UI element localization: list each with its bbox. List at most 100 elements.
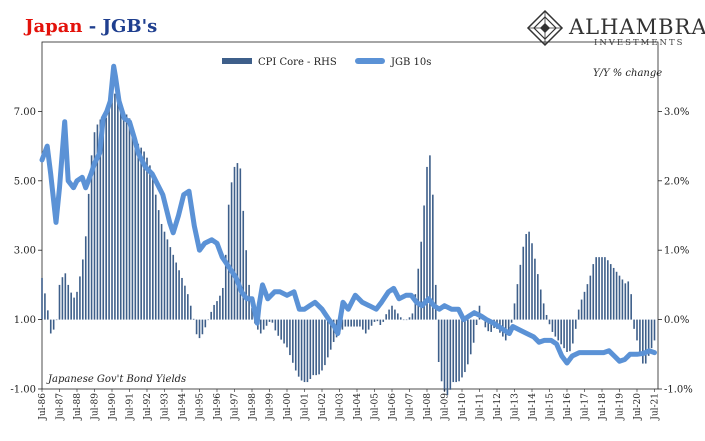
cpi-bar: [484, 319, 487, 328]
x-tick-label: Jul-01: [301, 393, 311, 421]
cpi-bar: [122, 110, 125, 320]
cpi-bar: [362, 319, 364, 330]
cpi-bar: [592, 264, 595, 320]
cpi-bar: [184, 285, 186, 320]
cpi-bar: [414, 294, 417, 320]
jgb-line: [39, 63, 657, 366]
cpi-bar: [76, 291, 78, 320]
cpi-bar: [172, 254, 175, 320]
cpi-bar: [84, 236, 87, 320]
cpi-bar: [531, 243, 533, 320]
cpi-bar: [160, 223, 163, 320]
cpi-bar: [227, 204, 230, 320]
cpi-bar: [125, 114, 128, 320]
x-tick-label: Jul-88: [73, 393, 83, 421]
cpi-bar: [201, 319, 204, 335]
cpi-bar: [143, 151, 145, 320]
cpi-bar: [513, 303, 516, 320]
cpi-bar: [61, 277, 64, 320]
cpi-bar: [105, 117, 107, 320]
cpi-bar: [607, 260, 609, 320]
cpi-bar: [437, 319, 440, 363]
legend-jgb-swatch: [355, 58, 385, 64]
title-main: Japan: [23, 16, 83, 37]
cpi-bar: [461, 319, 463, 378]
left-axis: -1.00 1.00 3.00 5.00 7.00: [10, 107, 42, 396]
cpi-bar: [382, 319, 385, 322]
x-tick-label: Jul-18: [598, 393, 608, 421]
cpi-bar: [149, 165, 151, 320]
cpi-bar: [192, 318, 195, 320]
cpi-bar: [274, 319, 277, 331]
cpi-bar: [222, 287, 224, 320]
cpi-bar: [55, 319, 58, 321]
cpi-bar: [108, 109, 110, 320]
x-tick-label: Jul-95: [196, 393, 206, 421]
cpi-bar: [569, 319, 571, 352]
x-tick-label: Jul-14: [528, 393, 538, 421]
right-tick-label: 2.0%: [664, 176, 689, 187]
x-tick-label: Jul-12: [493, 393, 503, 421]
cpi-bar: [204, 319, 207, 328]
cpi-bar: [405, 319, 408, 321]
cpi-bar: [612, 267, 615, 320]
cpi-bar: [359, 319, 361, 327]
x-tick-label: Jul-92: [143, 393, 153, 421]
cpi-bar: [507, 319, 510, 333]
cpi-bar: [624, 283, 627, 320]
cpi-bar: [394, 309, 396, 320]
cpi-bar: [262, 319, 265, 330]
left-tick-label: 7.00: [14, 107, 36, 118]
cpi-bar: [58, 284, 61, 320]
cpi-bar: [653, 319, 656, 341]
cpi-bar: [630, 294, 632, 320]
cpi-bar: [137, 143, 140, 320]
cpi-bar: [554, 319, 557, 337]
cpi-bar: [292, 319, 294, 363]
x-tick-label: Jul-11: [476, 393, 486, 421]
cpi-bar: [169, 247, 172, 320]
cpi-bar: [373, 319, 376, 322]
cpi-bar: [195, 319, 198, 335]
right-axis: -1.0% 0.0% 1.0% 2.0% 3.0%: [658, 107, 693, 396]
logo-mark-icon: [526, 9, 564, 47]
cpi-bar: [452, 319, 455, 383]
cpi-bar: [423, 205, 425, 320]
logo-subtitle: INVESTMENTS: [594, 38, 684, 48]
cpi-bar: [318, 319, 320, 375]
x-tick-label: Jul-87: [56, 393, 66, 421]
cpi-bar: [90, 155, 93, 320]
cpi-bar: [417, 268, 420, 320]
cpi-bar: [627, 281, 630, 320]
cpi-bar: [47, 310, 49, 320]
cpi-bar: [566, 319, 568, 352]
cpi-bar: [198, 319, 201, 339]
cpi-bar: [644, 319, 647, 364]
cpi-bar: [642, 319, 644, 364]
left-tick-label: -1.00: [10, 385, 36, 396]
x-tick-label: Jul-06: [388, 393, 398, 421]
cpi-bar: [472, 319, 475, 343]
cpi-bar: [551, 319, 554, 332]
cpi-bar: [265, 319, 268, 326]
cpi-bar: [583, 291, 586, 320]
x-tick-label: Jul-97: [231, 393, 241, 421]
cpi-bar: [99, 119, 102, 320]
cpi-bar: [297, 319, 300, 377]
cpi-bar: [347, 319, 350, 327]
cpi-bar: [370, 319, 373, 326]
legend-jgb-label: JGB 10s: [390, 57, 431, 68]
cpi-bar: [251, 308, 253, 320]
x-tick-label: Jul-13: [511, 393, 521, 421]
cpi-bar: [379, 319, 382, 325]
cpi-bar: [426, 166, 428, 320]
x-tick-label: Jul-02: [318, 393, 328, 421]
cpi-bar: [341, 319, 344, 330]
cpi-bar: [420, 241, 422, 320]
right-axis-label: Y/Y % change: [593, 68, 662, 79]
cpi-bar: [519, 264, 522, 320]
cpi-bar: [248, 284, 250, 320]
cpi-bar: [464, 319, 466, 373]
x-tick-label: Jul-90: [108, 393, 118, 421]
x-tick-label: Jul-05: [371, 393, 381, 421]
